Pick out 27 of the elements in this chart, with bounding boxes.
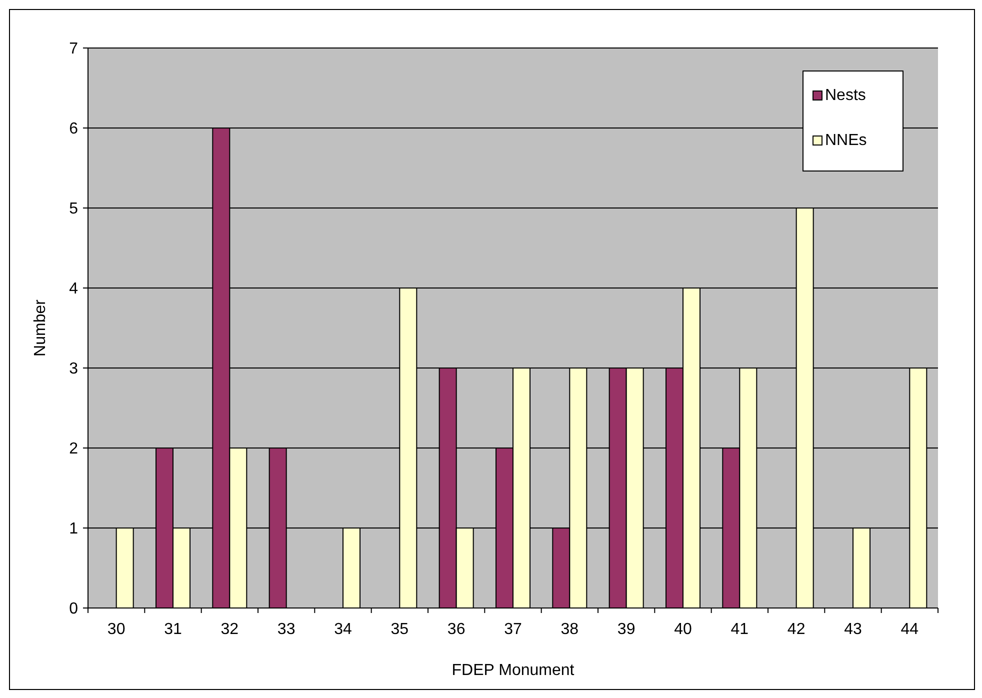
- x-axis-title: FDEP Monument: [452, 662, 575, 679]
- y-axis-title: Number: [32, 298, 49, 356]
- x-tick-label: 37: [504, 621, 522, 638]
- y-tick-label: 0: [69, 600, 78, 618]
- y-tick-label: 7: [69, 40, 78, 58]
- x-tick-label: 38: [560, 621, 579, 638]
- x-tick-label: 31: [164, 621, 182, 638]
- x-tick-label: 34: [334, 621, 352, 638]
- x-tick-label: 40: [674, 621, 692, 638]
- y-tick-label: 2: [69, 440, 78, 458]
- x-tick-label: 42: [787, 621, 806, 638]
- x-tick-label: 35: [390, 621, 409, 638]
- legend-label: Nests: [825, 87, 866, 104]
- x-tick-label: 33: [277, 621, 296, 638]
- y-tick-label: 4: [69, 280, 78, 298]
- y-tick-label: 5: [69, 200, 78, 218]
- x-tick-label: 32: [220, 621, 239, 638]
- x-tick-label: 39: [617, 621, 636, 638]
- x-tick-label: 36: [447, 621, 466, 638]
- y-tick-label: 6: [69, 120, 78, 138]
- legend-label: NNEs: [825, 132, 867, 149]
- x-tick-label: 30: [107, 621, 126, 638]
- x-tick-label: 41: [730, 621, 749, 638]
- y-tick-label: 3: [69, 360, 78, 378]
- y-tick-label: 1: [69, 520, 78, 538]
- x-tick-label: 44: [900, 621, 919, 638]
- x-tick-label: 43: [844, 621, 862, 638]
